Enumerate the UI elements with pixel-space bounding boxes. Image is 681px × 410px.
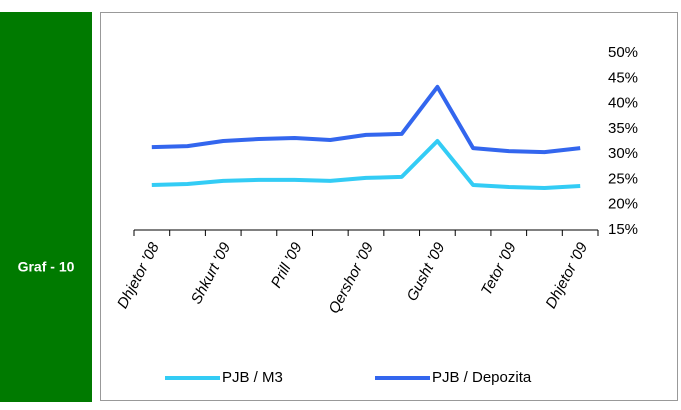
y-tick-label: 35% — [608, 120, 638, 137]
legend-label: PJB / Depozita — [432, 369, 532, 386]
y-tick-label: 25% — [608, 170, 638, 187]
chart-frame — [100, 12, 678, 401]
legend-label: PJB / M3 — [222, 369, 283, 386]
sidebar — [0, 12, 92, 402]
y-tick-label: 20% — [608, 196, 638, 213]
y-tick-label: 45% — [608, 69, 638, 86]
y-tick-label: 30% — [608, 145, 638, 162]
line-series — [151, 84, 581, 155]
y-tick-label: 50% — [608, 44, 638, 61]
y-tick-label: 15% — [608, 221, 638, 238]
y-tick-label: 40% — [608, 95, 638, 112]
line-series — [151, 139, 581, 190]
sidebar-label: Graf - 10 — [18, 259, 75, 275]
